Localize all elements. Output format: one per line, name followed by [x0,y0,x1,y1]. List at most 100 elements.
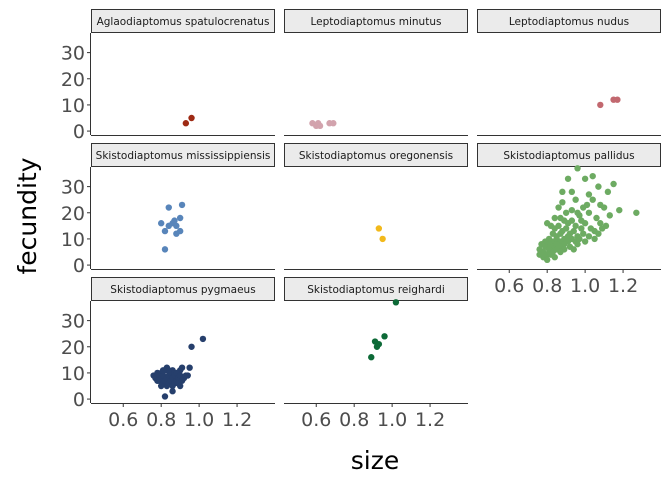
data-point [562,209,570,216]
y-tick-label: 0 [73,255,85,277]
data-point [572,196,579,203]
y-tick-label: 30 [61,311,85,333]
y-tick-label: 20 [61,337,85,359]
facet-strip [477,9,661,33]
data-point [568,206,576,214]
data-point [381,333,388,340]
data-point [171,217,178,224]
data-point [591,235,598,243]
data-point [178,201,186,209]
facet-strip [91,277,275,301]
data-point [593,214,600,222]
x-tick-label: 1.0 [184,409,214,431]
data-point [595,183,602,190]
data-point [564,238,572,245]
facet-title: Skistodiaptomus pallidus [503,150,634,162]
facet-title: Skistodiaptomus reighardi [307,284,445,296]
data-point [614,96,621,103]
data-point [176,382,184,390]
facet-title: Aglaodiaptomus spatulocrenatus [97,16,270,28]
data-point [199,335,207,343]
data-point [589,196,596,203]
data-point [176,214,184,222]
data-point [585,191,593,198]
x-tick-label: 0.8 [532,275,562,297]
data-point [173,222,180,230]
data-point [602,222,610,230]
facet-title: Skistodiaptomus oregonensis [299,150,453,162]
data-point [188,114,195,122]
data-point [551,254,558,261]
data-point [581,238,589,245]
y-tick-label: 0 [73,389,85,411]
data-point [589,172,596,180]
data-point [616,206,623,214]
x-tick-label: 1.0 [570,275,600,297]
data-point [176,227,184,235]
data-point [633,209,640,216]
facet-panel: Skistodiaptomus oregonensis [284,143,468,270]
data-point [188,343,195,350]
data-point [568,217,576,224]
data-point [392,299,400,306]
data-point [154,377,161,384]
data-point [165,367,172,374]
data-point [562,225,570,232]
facet-title: Leptodiaptomus nudus [509,16,629,28]
x-tick-label: 1.0 [377,409,407,431]
data-point [576,235,583,243]
data-point [373,343,381,350]
data-point [597,220,604,227]
data-point [578,225,585,232]
facet-panel: Skistodiaptomus reighardi 0.6 0.8 1.0 1.2 [284,277,468,431]
y-tick-label: 20 [61,69,85,91]
x-tick-label: 0.6 [108,409,138,431]
data-point [161,227,169,235]
data-point [559,199,566,206]
y-tick-label: 10 [61,363,85,385]
facet-strip [477,143,661,167]
data-point [375,225,383,232]
data-point [379,235,386,243]
facet-title: Leptodiaptomus minutus [311,16,442,28]
data-point [161,246,169,253]
y-tick-label: 10 [61,95,85,117]
data-point [368,354,375,361]
data-point [536,251,543,258]
x-tick-label: 0.6 [301,409,331,431]
facet-strip [284,277,468,301]
x-tick-label: 0.6 [494,275,524,297]
facet-panel: Leptodiaptomus minutus [284,9,468,136]
data-point [169,388,176,395]
facet-title: Skistodiaptomus mississippiensis [96,150,271,162]
facet-panel: Leptodiaptomus nudus [477,9,661,136]
data-point [585,209,593,216]
data-point [572,222,579,230]
facet-panel: Skistodiaptomus pallidus 0.6 0.8 1.0 1.2 [477,143,661,297]
y-tick-label: 30 [61,43,85,65]
data-point [557,248,564,256]
facet-strip [91,143,275,167]
data-point [604,188,612,196]
x-tick-label: 0.8 [146,409,176,431]
data-point [568,188,576,196]
data-point [182,120,190,127]
facet-strip [284,9,468,33]
y-tick-label: 30 [61,177,85,199]
data-point [574,240,581,248]
panels: Aglaodiaptomus spatulocrenatus 0 10 20 30 Lep… [61,9,661,431]
data-point [600,204,608,211]
data-point [597,101,604,109]
data-point [182,372,190,379]
facet-panel: Skistodiaptomus pygmaeus 0 10 20 30 0.6 0.8 1.0… [61,277,275,431]
data-point [581,175,589,182]
data-point [559,188,566,196]
data-point [564,175,572,182]
data-point [570,227,577,235]
data-point [555,222,562,230]
facet-title: Skistodiaptomus pygmaeus [110,284,255,296]
x-tick-label: 0.8 [339,409,369,431]
data-point [557,230,564,237]
y-tick-label: 10 [61,229,85,251]
